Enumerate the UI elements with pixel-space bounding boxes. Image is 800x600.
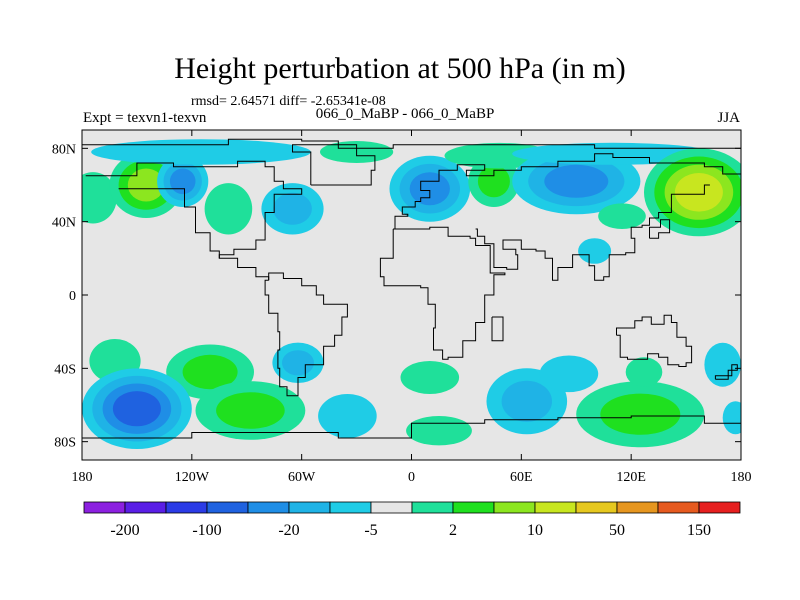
contour-region-26-level-0	[625, 357, 663, 387]
colorbar-swatch	[165, 501, 208, 514]
coastline-5	[379, 226, 506, 360]
colorbar-label: -5	[364, 522, 377, 539]
colorbar-label: 50	[609, 522, 625, 539]
contour-region-5-level-0	[91, 139, 311, 165]
contour-region-22-level-0	[406, 416, 472, 446]
colorbar-swatch	[83, 501, 126, 514]
colorbar-swatch	[206, 501, 249, 514]
coastline-12	[714, 364, 738, 380]
colorbar-label: 10	[527, 522, 543, 539]
contour-region-10-level-2	[544, 164, 609, 198]
colorbar: -200 -100 -20 -5 2 10 50 150	[83, 501, 741, 539]
coastline-6	[393, 153, 741, 230]
contour-region-28-level-0	[722, 401, 741, 435]
coastline-7	[475, 184, 710, 281]
axis-ticks: 80N 40N 0 40S 80S 180 120W 60W 0 60E 120E 180	[52, 130, 752, 485]
contour-region-13-level-0	[578, 238, 612, 264]
colorbar-swatch	[616, 501, 659, 514]
coastline-1	[85, 160, 303, 281]
contour-region-3-level-0	[204, 183, 253, 235]
x-tick-label: 180	[72, 470, 93, 485]
contour-layer	[82, 139, 741, 449]
y-tick-label: 40N	[52, 216, 76, 231]
contour-region-21-level-0	[400, 361, 460, 394]
contour-region-14-level-0	[598, 203, 646, 229]
colorbar-swatch	[575, 501, 618, 514]
stats-line: rmsd= 2.64571 diff= -2.65341e-08	[191, 94, 386, 109]
colorbar-swatch	[534, 501, 577, 514]
x-tick-label: 180	[731, 470, 752, 485]
contour-region-8-level-1	[477, 165, 510, 198]
contour-region-4-level-1	[273, 192, 312, 225]
coastline-3	[264, 272, 348, 397]
contour-region-1-level-2	[127, 168, 165, 202]
colorbar-swatch	[329, 501, 372, 514]
colorbar-swatch	[411, 501, 454, 514]
contour-region-0-level-0	[82, 172, 117, 224]
contour-region-7-level-2	[409, 172, 450, 206]
colorbar-swatch	[247, 501, 290, 514]
colorbar-swatch	[452, 501, 495, 514]
colorbar-swatch	[288, 501, 331, 514]
contour-region-18-level-3	[112, 391, 161, 427]
experiment-label: Expt = texvn1-texvn	[83, 110, 207, 126]
contour-region-25-level-1	[600, 393, 681, 435]
colorbar-swatch	[370, 501, 413, 514]
y-tick-label: 80S	[54, 436, 76, 451]
experiment-subtitle: 066_0_MaBP - 066_0_MaBP	[315, 106, 495, 122]
coastline-layer	[82, 138, 741, 439]
contour-region-16-level-1	[182, 354, 238, 390]
coastline-9	[82, 415, 741, 439]
chart-title: Height perturbation at 500 hPa (in m)	[174, 52, 626, 85]
contour-region-12-level-3	[674, 173, 723, 212]
x-tick-label: 60W	[288, 470, 316, 485]
colorbar-label: -20	[278, 522, 299, 539]
colorbar-label: -200	[110, 522, 139, 539]
y-tick-label: 0	[69, 289, 76, 304]
colorbar-label: 150	[687, 522, 711, 539]
colorbar-swatch	[698, 501, 741, 514]
contour-region-2-level-2	[169, 168, 196, 195]
coastline-0	[82, 138, 741, 149]
x-tick-label: 120E	[616, 470, 646, 485]
contour-region-20-level-0	[318, 394, 377, 438]
colorbar-swatch	[657, 501, 700, 514]
contour-region-24-level-0	[539, 355, 599, 393]
coastline-4	[292, 144, 376, 186]
coastline-10	[491, 316, 504, 342]
coastline-2	[118, 188, 220, 259]
y-tick-label: 80N	[52, 142, 76, 157]
contour-region-19-level-1	[216, 392, 285, 429]
colorbar-label: 2	[449, 522, 457, 539]
x-tick-label: 60E	[510, 470, 533, 485]
colorbar-label: -100	[192, 522, 221, 539]
season-label: JJA	[717, 110, 740, 126]
x-tick-label: 0	[408, 470, 415, 485]
contour-region-23-level-1	[501, 380, 552, 422]
colorbar-swatch	[493, 501, 536, 514]
y-tick-label: 40S	[54, 362, 76, 377]
colorbar-swatch	[124, 501, 167, 514]
contour-region-17-level-1	[282, 350, 314, 376]
coastline-8	[616, 314, 693, 367]
x-tick-label: 120W	[175, 470, 210, 485]
coastline-11	[649, 219, 671, 239]
